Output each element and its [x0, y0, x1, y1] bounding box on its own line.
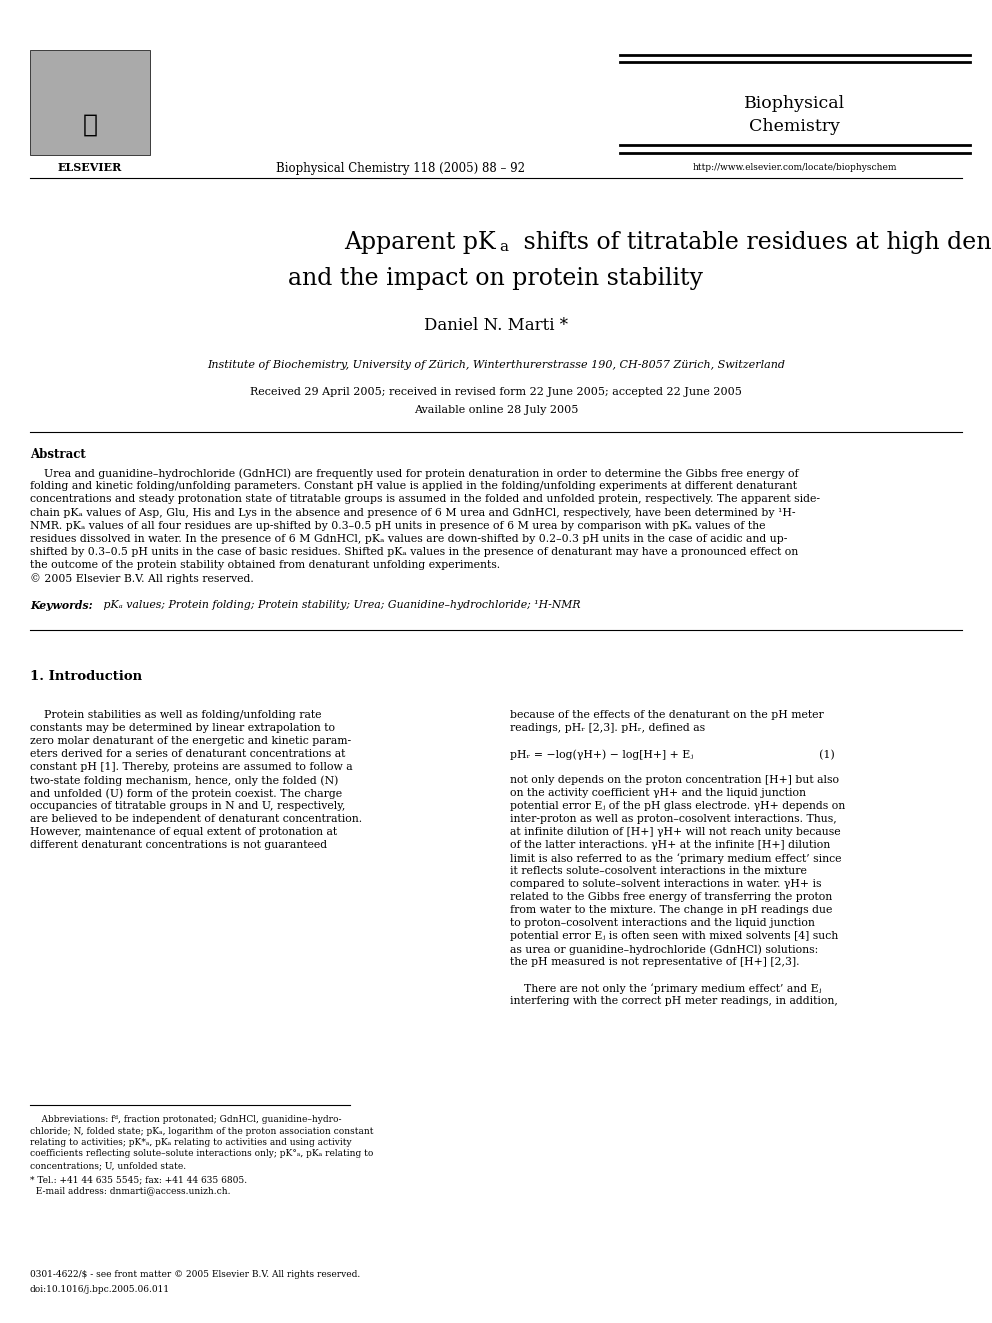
Text: it reflects solute–cosolvent interactions in the mixture: it reflects solute–cosolvent interaction…: [510, 867, 806, 876]
Text: are believed to be independent of denaturant concentration.: are believed to be independent of denatu…: [30, 814, 362, 824]
Text: Keywords:: Keywords:: [30, 601, 92, 611]
Text: of the latter interactions. γH+ at the infinite [H+] dilution: of the latter interactions. γH+ at the i…: [510, 840, 830, 849]
Text: the pH measured is not representative of [H+] [2,3].: the pH measured is not representative of…: [510, 957, 800, 967]
Text: a: a: [499, 239, 508, 254]
Text: not only depends on the proton concentration [H+] but also: not only depends on the proton concentra…: [510, 775, 839, 785]
Text: constants may be determined by linear extrapolation to: constants may be determined by linear ex…: [30, 722, 335, 733]
Text: Institute of Biochemistry, University of Zürich, Winterthurerstrasse 190, CH-805: Institute of Biochemistry, University of…: [207, 360, 785, 370]
Text: limit is also referred to as the ‘primary medium effect’ since: limit is also referred to as the ‘primar…: [510, 853, 841, 864]
Text: chain pKₐ values of Asp, Glu, His and Lys in the absence and presence of 6 M ure: chain pKₐ values of Asp, Glu, His and Ly…: [30, 508, 796, 517]
Text: pHᵣ = −log(γH+) − log[H+] + Eⱼ                                    (1): pHᵣ = −log(γH+) − log[H+] + Eⱼ (1): [510, 749, 834, 759]
Text: Daniel N. Marti *: Daniel N. Marti *: [424, 316, 568, 333]
Text: coefficients reflecting solute–solute interactions only; pK°ₐ, pKₐ relating to: coefficients reflecting solute–solute in…: [30, 1150, 373, 1159]
Text: NMR. pKₐ values of all four residues are up-shifted by 0.3–0.5 pH units in prese: NMR. pKₐ values of all four residues are…: [30, 521, 766, 531]
Text: There are not only the ‘primary medium effect’ and Eⱼ: There are not only the ‘primary medium e…: [510, 983, 821, 994]
Text: at infinite dilution of [H+] γH+ will not reach unity because: at infinite dilution of [H+] γH+ will no…: [510, 827, 840, 837]
Text: compared to solute–solvent interactions in water. γH+ is: compared to solute–solvent interactions …: [510, 878, 821, 889]
Text: on the activity coefficient γH+ and the liquid junction: on the activity coefficient γH+ and the …: [510, 789, 806, 798]
Text: Chemistry: Chemistry: [750, 118, 840, 135]
Text: eters derived for a series of denaturant concentrations at: eters derived for a series of denaturant…: [30, 749, 345, 759]
Text: pKₐ values; Protein folding; Protein stability; Urea; Guanidine–hydrochloride; ¹: pKₐ values; Protein folding; Protein sta…: [100, 601, 580, 610]
Text: constant pH [1]. Thereby, proteins are assumed to follow a: constant pH [1]. Thereby, proteins are a…: [30, 762, 352, 773]
Text: because of the effects of the denaturant on the pH meter: because of the effects of the denaturant…: [510, 710, 823, 720]
Text: the outcome of the protein stability obtained from denaturant unfolding experime: the outcome of the protein stability obt…: [30, 561, 500, 570]
Text: Received 29 April 2005; received in revised form 22 June 2005; accepted 22 June : Received 29 April 2005; received in revi…: [250, 388, 742, 397]
Text: zero molar denaturant of the energetic and kinetic param-: zero molar denaturant of the energetic a…: [30, 736, 351, 746]
Text: inter-proton as well as proton–cosolvent interactions. Thus,: inter-proton as well as proton–cosolvent…: [510, 814, 836, 824]
Text: folding and kinetic folding/unfolding parameters. Constant pH value is applied i: folding and kinetic folding/unfolding pa…: [30, 482, 797, 491]
Text: residues dissolved in water. In the presence of 6 M GdnHCl, pKₐ values are down-: residues dissolved in water. In the pres…: [30, 534, 788, 544]
Text: Biophysical: Biophysical: [744, 95, 845, 112]
Text: to proton–cosolvent interactions and the liquid junction: to proton–cosolvent interactions and the…: [510, 918, 814, 927]
Text: Biophysical Chemistry 118 (2005) 88 – 92: Biophysical Chemistry 118 (2005) 88 – 92: [276, 161, 525, 175]
Text: different denaturant concentrations is not guaranteed: different denaturant concentrations is n…: [30, 840, 327, 849]
Text: * Tel.: +41 44 635 5545; fax: +41 44 635 6805.: * Tel.: +41 44 635 5545; fax: +41 44 635…: [30, 1175, 247, 1184]
Text: Apparent pK: Apparent pK: [344, 230, 496, 254]
Text: E-mail address: dnmarti@access.unizh.ch.: E-mail address: dnmarti@access.unizh.ch.: [30, 1187, 230, 1196]
Text: readings, pHᵣ [2,3]. pHᵣ, defined as: readings, pHᵣ [2,3]. pHᵣ, defined as: [510, 722, 705, 733]
Text: shifts of titratable residues at high denaturant concentration: shifts of titratable residues at high de…: [516, 230, 992, 254]
Text: potential error Eⱼ of the pH glass electrode. γH+ depends on: potential error Eⱼ of the pH glass elect…: [510, 800, 845, 811]
Text: © 2005 Elsevier B.V. All rights reserved.: © 2005 Elsevier B.V. All rights reserved…: [30, 574, 254, 585]
Text: concentrations and steady protonation state of titratable groups is assumed in t: concentrations and steady protonation st…: [30, 495, 820, 504]
Text: potential error Eⱼ is often seen with mixed solvents [4] such: potential error Eⱼ is often seen with mi…: [510, 931, 838, 941]
Text: Urea and guanidine–hydrochloride (GdnHCl) are frequently used for protein denatu: Urea and guanidine–hydrochloride (GdnHCl…: [30, 468, 799, 479]
Text: as urea or guanidine–hydrochloride (GdnHCl) solutions:: as urea or guanidine–hydrochloride (GdnH…: [510, 945, 818, 955]
Text: Abstract: Abstract: [30, 448, 85, 460]
Text: chloride; N, folded state; pKₐ, logarithm of the proton association constant: chloride; N, folded state; pKₐ, logarith…: [30, 1126, 374, 1135]
Text: 1. Introduction: 1. Introduction: [30, 669, 142, 683]
Text: However, maintenance of equal extent of protonation at: However, maintenance of equal extent of …: [30, 827, 337, 837]
Text: from water to the mixture. The change in pH readings due: from water to the mixture. The change in…: [510, 905, 832, 916]
Text: Protein stabilities as well as folding/unfolding rate: Protein stabilities as well as folding/u…: [30, 710, 321, 720]
Text: two-state folding mechanism, hence, only the folded (N): two-state folding mechanism, hence, only…: [30, 775, 338, 786]
Text: 🌳: 🌳: [82, 112, 97, 138]
Text: related to the Gibbs free energy of transferring the proton: related to the Gibbs free energy of tran…: [510, 892, 832, 902]
Text: Abbreviations: fᵈ, fraction protonated; GdnHCl, guanidine–hydro-: Abbreviations: fᵈ, fraction protonated; …: [30, 1115, 341, 1125]
Text: 0301-4622/$ - see front matter © 2005 Elsevier B.V. All rights reserved.: 0301-4622/$ - see front matter © 2005 El…: [30, 1270, 360, 1279]
Text: shifted by 0.3–0.5 pH units in the case of basic residues. Shifted pKₐ values in: shifted by 0.3–0.5 pH units in the case …: [30, 548, 799, 557]
Text: ELSEVIER: ELSEVIER: [58, 161, 122, 173]
Text: occupancies of titratable groups in N and U, respectively,: occupancies of titratable groups in N an…: [30, 800, 345, 811]
Text: doi:10.1016/j.bpc.2005.06.011: doi:10.1016/j.bpc.2005.06.011: [30, 1285, 170, 1294]
Text: http://www.elsevier.com/locate/biophyschem: http://www.elsevier.com/locate/biophysch…: [692, 163, 897, 172]
Text: Available online 28 July 2005: Available online 28 July 2005: [414, 405, 578, 415]
Text: interfering with the correct pH meter readings, in addition,: interfering with the correct pH meter re…: [510, 996, 838, 1005]
Text: and the impact on protein stability: and the impact on protein stability: [289, 266, 703, 290]
Bar: [30, 50, 150, 155]
Text: relating to activities; pK*ₐ, pKₐ relating to activities and using activity: relating to activities; pK*ₐ, pKₐ relati…: [30, 1138, 351, 1147]
Text: and unfolded (U) form of the protein coexist. The charge: and unfolded (U) form of the protein coe…: [30, 789, 342, 799]
Text: concentrations; U, unfolded state.: concentrations; U, unfolded state.: [30, 1162, 186, 1170]
